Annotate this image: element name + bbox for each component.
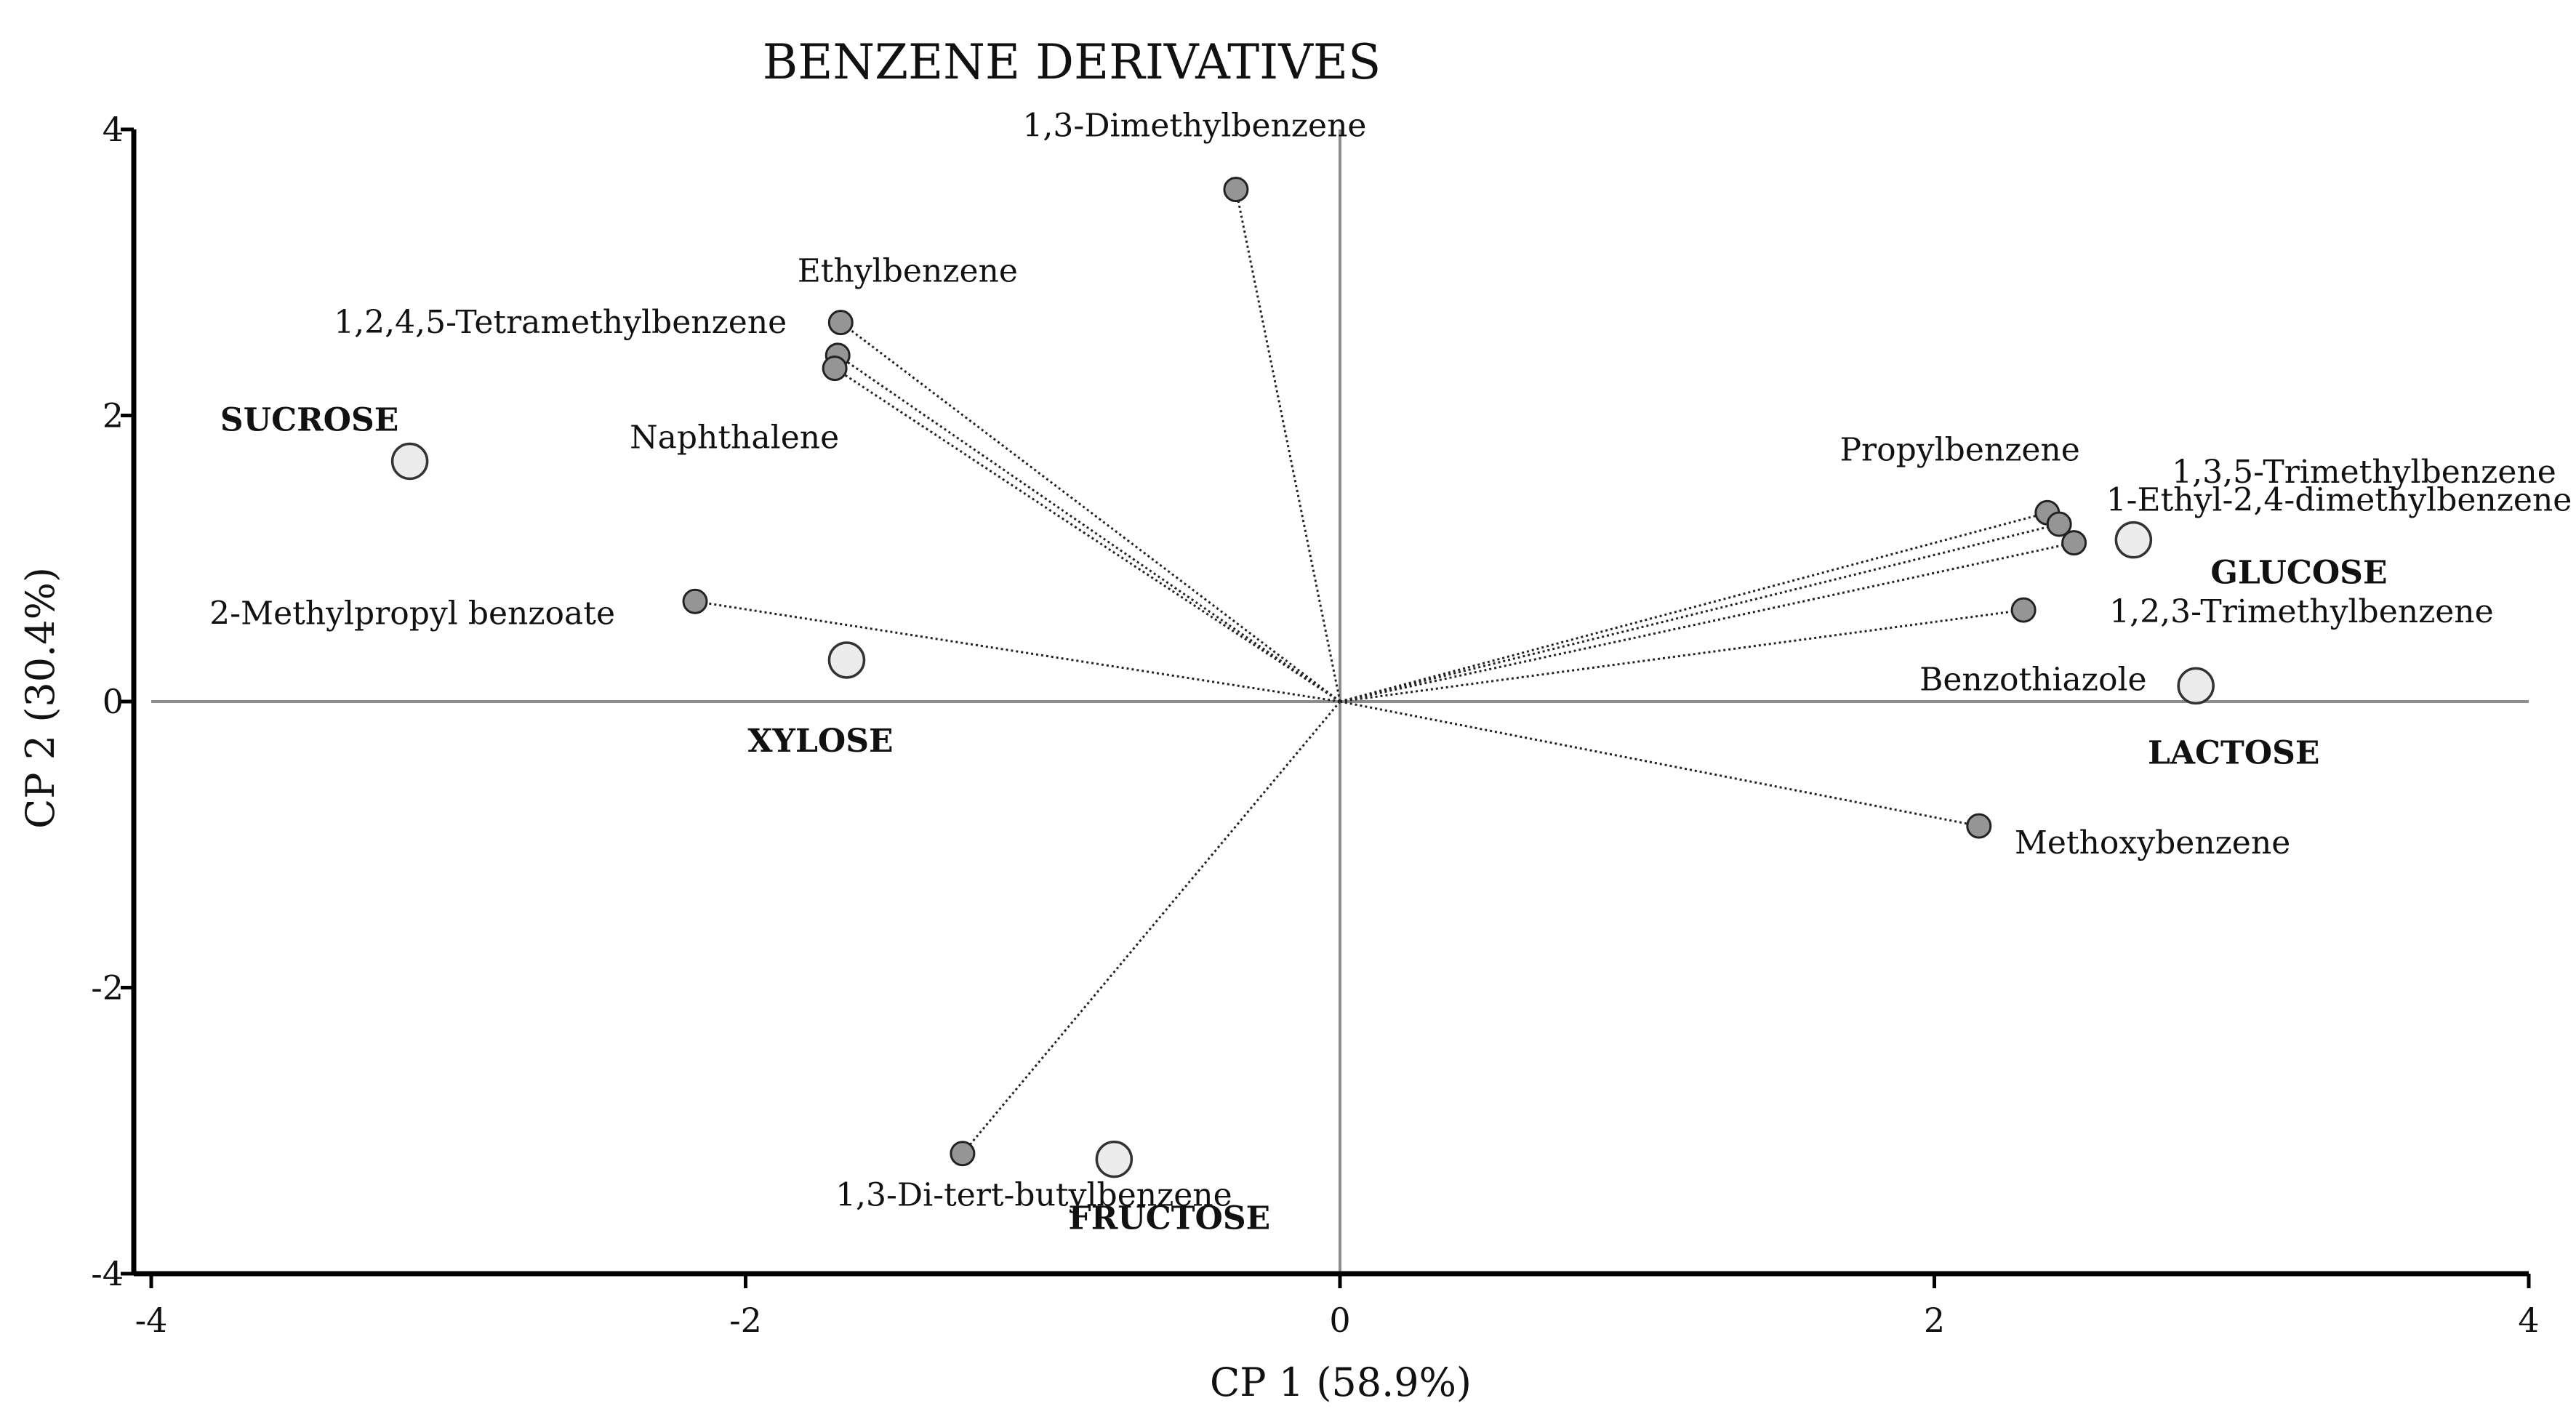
variable-point: [2061, 530, 2087, 556]
variable-label: 1,2,4,5-Tetramethylbenzene: [334, 304, 787, 341]
y-tick-label: 4: [103, 110, 124, 149]
loading-vector: [961, 701, 1341, 1154]
loading-vectors: [694, 189, 2074, 1154]
loading-vector: [840, 321, 1341, 703]
x-tick-label: -2: [729, 1301, 762, 1340]
variable-label: 1,3,5-Trimethylbenzene: [2172, 454, 2556, 491]
variable-point: [1966, 813, 1992, 839]
sample-label: LACTOSE: [2148, 734, 2319, 771]
loading-vector: [837, 354, 1341, 703]
y-axis-title: CP 2 (30.4%): [17, 567, 63, 829]
sample-label: GLUCOSE: [2210, 555, 2387, 592]
sample-point: [390, 442, 429, 481]
annotation-label: Benzothiazole: [1919, 661, 2147, 698]
y-tick-label: -4: [91, 1254, 124, 1293]
variable-label: 1,2,3-Trimethylbenzene: [2109, 593, 2494, 630]
variable-point: [827, 310, 854, 336]
x-tick-label: 0: [1329, 1301, 1350, 1340]
loading-vector: [834, 367, 1341, 703]
variable-point: [682, 588, 708, 614]
variable-point: [2010, 597, 2037, 623]
x-tick-label: 4: [2518, 1301, 2539, 1340]
variable-label: Propylbenzene: [1839, 431, 2079, 468]
chart-title: BENZENE DERIVATIVES: [763, 34, 1381, 90]
sample-point: [827, 641, 866, 679]
sample-point: [1095, 1140, 1133, 1178]
x-axis-title: CP 1 (58.9%): [1210, 1359, 1472, 1405]
loading-vector: [694, 600, 1341, 703]
x-tick-label: -4: [135, 1301, 168, 1340]
sample-point: [2177, 667, 2215, 705]
variable-label: 1,3-Dimethylbenzene: [1022, 108, 1366, 145]
variable-label: Ethylbenzene: [798, 253, 1018, 290]
variable-point: [950, 1141, 976, 1167]
loading-vector: [1235, 189, 1341, 702]
y-tick-label: 2: [103, 396, 124, 435]
data-markers: [390, 177, 2215, 1178]
variable-label: 1,3-Di-tert-butylbenzene: [835, 1177, 1232, 1214]
y-tick-label: 0: [103, 682, 124, 721]
sample-label: SUCROSE: [220, 401, 398, 438]
axes: -4 -2 0 2 4 4 2 0 -2 -4: [91, 110, 2539, 1340]
sample-label: FRUCTOSE: [1069, 1200, 1271, 1237]
variable-label: 2-Methylpropyl benzoate: [209, 595, 615, 632]
x-tick-label: 2: [1924, 1301, 1945, 1340]
variable-point: [2046, 511, 2072, 537]
variable-label: 1-Ethyl-2,4-dimethylbenzene: [2106, 482, 2572, 519]
variable-point: [822, 355, 848, 382]
y-tick-label: -2: [91, 968, 124, 1008]
loading-vector: [1339, 700, 1980, 827]
sample-point: [2114, 521, 2153, 559]
loading-vector: [1339, 523, 2060, 703]
variable-label: Naphthalene: [630, 419, 839, 457]
sample-label: XYLOSE: [747, 723, 893, 760]
variable-label: Methoxybenzene: [2015, 824, 2290, 861]
data-labels: 1,3-Dimethylbenzene Ethylbenzene 1,2,4,5-T…: [209, 108, 2572, 1237]
variable-point: [1223, 177, 1249, 203]
